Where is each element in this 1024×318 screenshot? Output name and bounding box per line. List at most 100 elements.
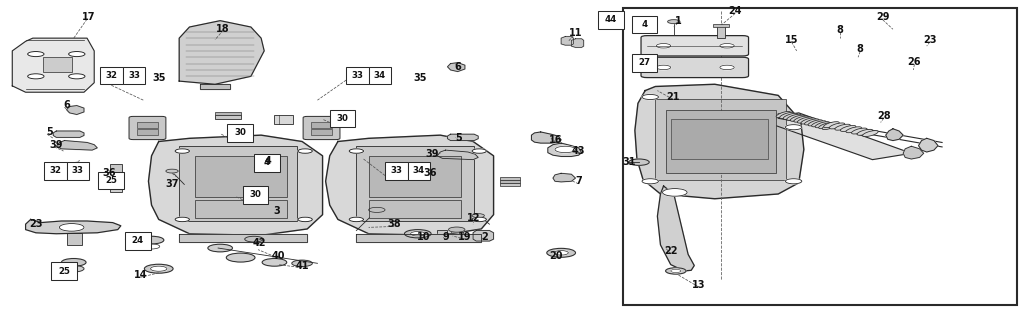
Bar — [632, 54, 657, 72]
Circle shape — [720, 65, 734, 70]
Text: 16: 16 — [549, 135, 563, 145]
Polygon shape — [356, 234, 481, 242]
Circle shape — [139, 236, 164, 244]
Ellipse shape — [786, 114, 801, 120]
Circle shape — [555, 146, 575, 153]
Text: 13: 13 — [691, 280, 706, 290]
Text: 43: 43 — [571, 146, 586, 156]
Bar — [330, 110, 355, 127]
Text: 22: 22 — [664, 246, 678, 256]
Bar — [623, 8, 1017, 305]
Polygon shape — [26, 219, 121, 234]
Text: 1: 1 — [675, 16, 681, 26]
Bar — [179, 146, 297, 221]
Text: 6: 6 — [455, 62, 461, 72]
Text: 15: 15 — [784, 35, 799, 45]
Bar — [243, 186, 268, 204]
FancyBboxPatch shape — [641, 57, 749, 78]
Circle shape — [785, 125, 802, 130]
Polygon shape — [56, 141, 97, 150]
Circle shape — [59, 224, 84, 231]
Polygon shape — [531, 132, 561, 143]
Ellipse shape — [791, 115, 805, 121]
Bar — [666, 110, 776, 173]
Ellipse shape — [862, 131, 879, 136]
Text: 33: 33 — [72, 166, 84, 176]
Bar — [500, 177, 520, 180]
Text: 21: 21 — [666, 92, 680, 102]
Circle shape — [472, 149, 486, 153]
Circle shape — [449, 227, 465, 232]
Circle shape — [151, 266, 167, 271]
Text: 32: 32 — [49, 166, 61, 176]
Polygon shape — [548, 143, 582, 156]
Bar — [500, 180, 520, 183]
Circle shape — [349, 217, 364, 222]
Text: 6: 6 — [63, 100, 70, 110]
Text: 23: 23 — [923, 35, 937, 45]
Text: 11: 11 — [568, 28, 583, 38]
Circle shape — [369, 207, 385, 212]
Bar — [356, 146, 474, 221]
Bar — [44, 162, 67, 180]
Bar — [137, 122, 158, 128]
Ellipse shape — [846, 127, 861, 133]
Polygon shape — [179, 234, 307, 242]
Circle shape — [642, 179, 658, 184]
Polygon shape — [200, 84, 230, 89]
Circle shape — [144, 264, 173, 273]
Text: 12: 12 — [467, 213, 481, 223]
Text: 36: 36 — [102, 168, 117, 178]
Circle shape — [554, 251, 568, 255]
Text: 23: 23 — [29, 219, 43, 229]
Polygon shape — [12, 38, 94, 92]
Text: 28: 28 — [877, 111, 891, 121]
Text: 24: 24 — [132, 236, 143, 245]
Text: 33: 33 — [390, 166, 402, 176]
Text: 25: 25 — [105, 176, 117, 185]
Ellipse shape — [805, 119, 819, 125]
Ellipse shape — [776, 111, 791, 118]
Polygon shape — [473, 231, 494, 241]
Bar — [227, 183, 248, 185]
Text: 24: 24 — [728, 6, 742, 16]
Text: 30: 30 — [250, 190, 261, 199]
Bar — [311, 129, 332, 135]
Circle shape — [663, 189, 687, 196]
Bar — [671, 119, 768, 159]
Circle shape — [226, 253, 255, 262]
Polygon shape — [758, 113, 911, 160]
Circle shape — [292, 260, 312, 266]
Ellipse shape — [815, 122, 829, 128]
Text: 20: 20 — [549, 251, 563, 261]
Ellipse shape — [841, 126, 856, 131]
Circle shape — [404, 230, 431, 238]
Text: 25: 25 — [58, 266, 70, 276]
Ellipse shape — [829, 123, 845, 129]
Bar — [369, 67, 391, 84]
Text: 39: 39 — [425, 149, 439, 159]
Ellipse shape — [818, 123, 834, 129]
Bar — [123, 67, 145, 84]
Polygon shape — [179, 21, 264, 84]
Text: 17: 17 — [82, 12, 96, 23]
Text: 35: 35 — [152, 73, 166, 83]
Circle shape — [472, 217, 486, 222]
Circle shape — [175, 149, 189, 153]
Polygon shape — [657, 186, 694, 271]
Polygon shape — [635, 84, 804, 199]
Text: 26: 26 — [907, 57, 922, 67]
Text: 14: 14 — [133, 270, 147, 280]
Bar — [717, 25, 725, 38]
Text: 40: 40 — [271, 251, 286, 261]
Bar — [227, 124, 253, 142]
Text: 4: 4 — [265, 156, 271, 166]
Polygon shape — [553, 173, 575, 182]
Circle shape — [63, 266, 84, 272]
Circle shape — [472, 214, 484, 218]
Circle shape — [28, 74, 44, 79]
Bar — [311, 122, 332, 128]
Circle shape — [69, 52, 85, 57]
Bar — [125, 232, 151, 250]
Text: 42: 42 — [252, 238, 266, 248]
